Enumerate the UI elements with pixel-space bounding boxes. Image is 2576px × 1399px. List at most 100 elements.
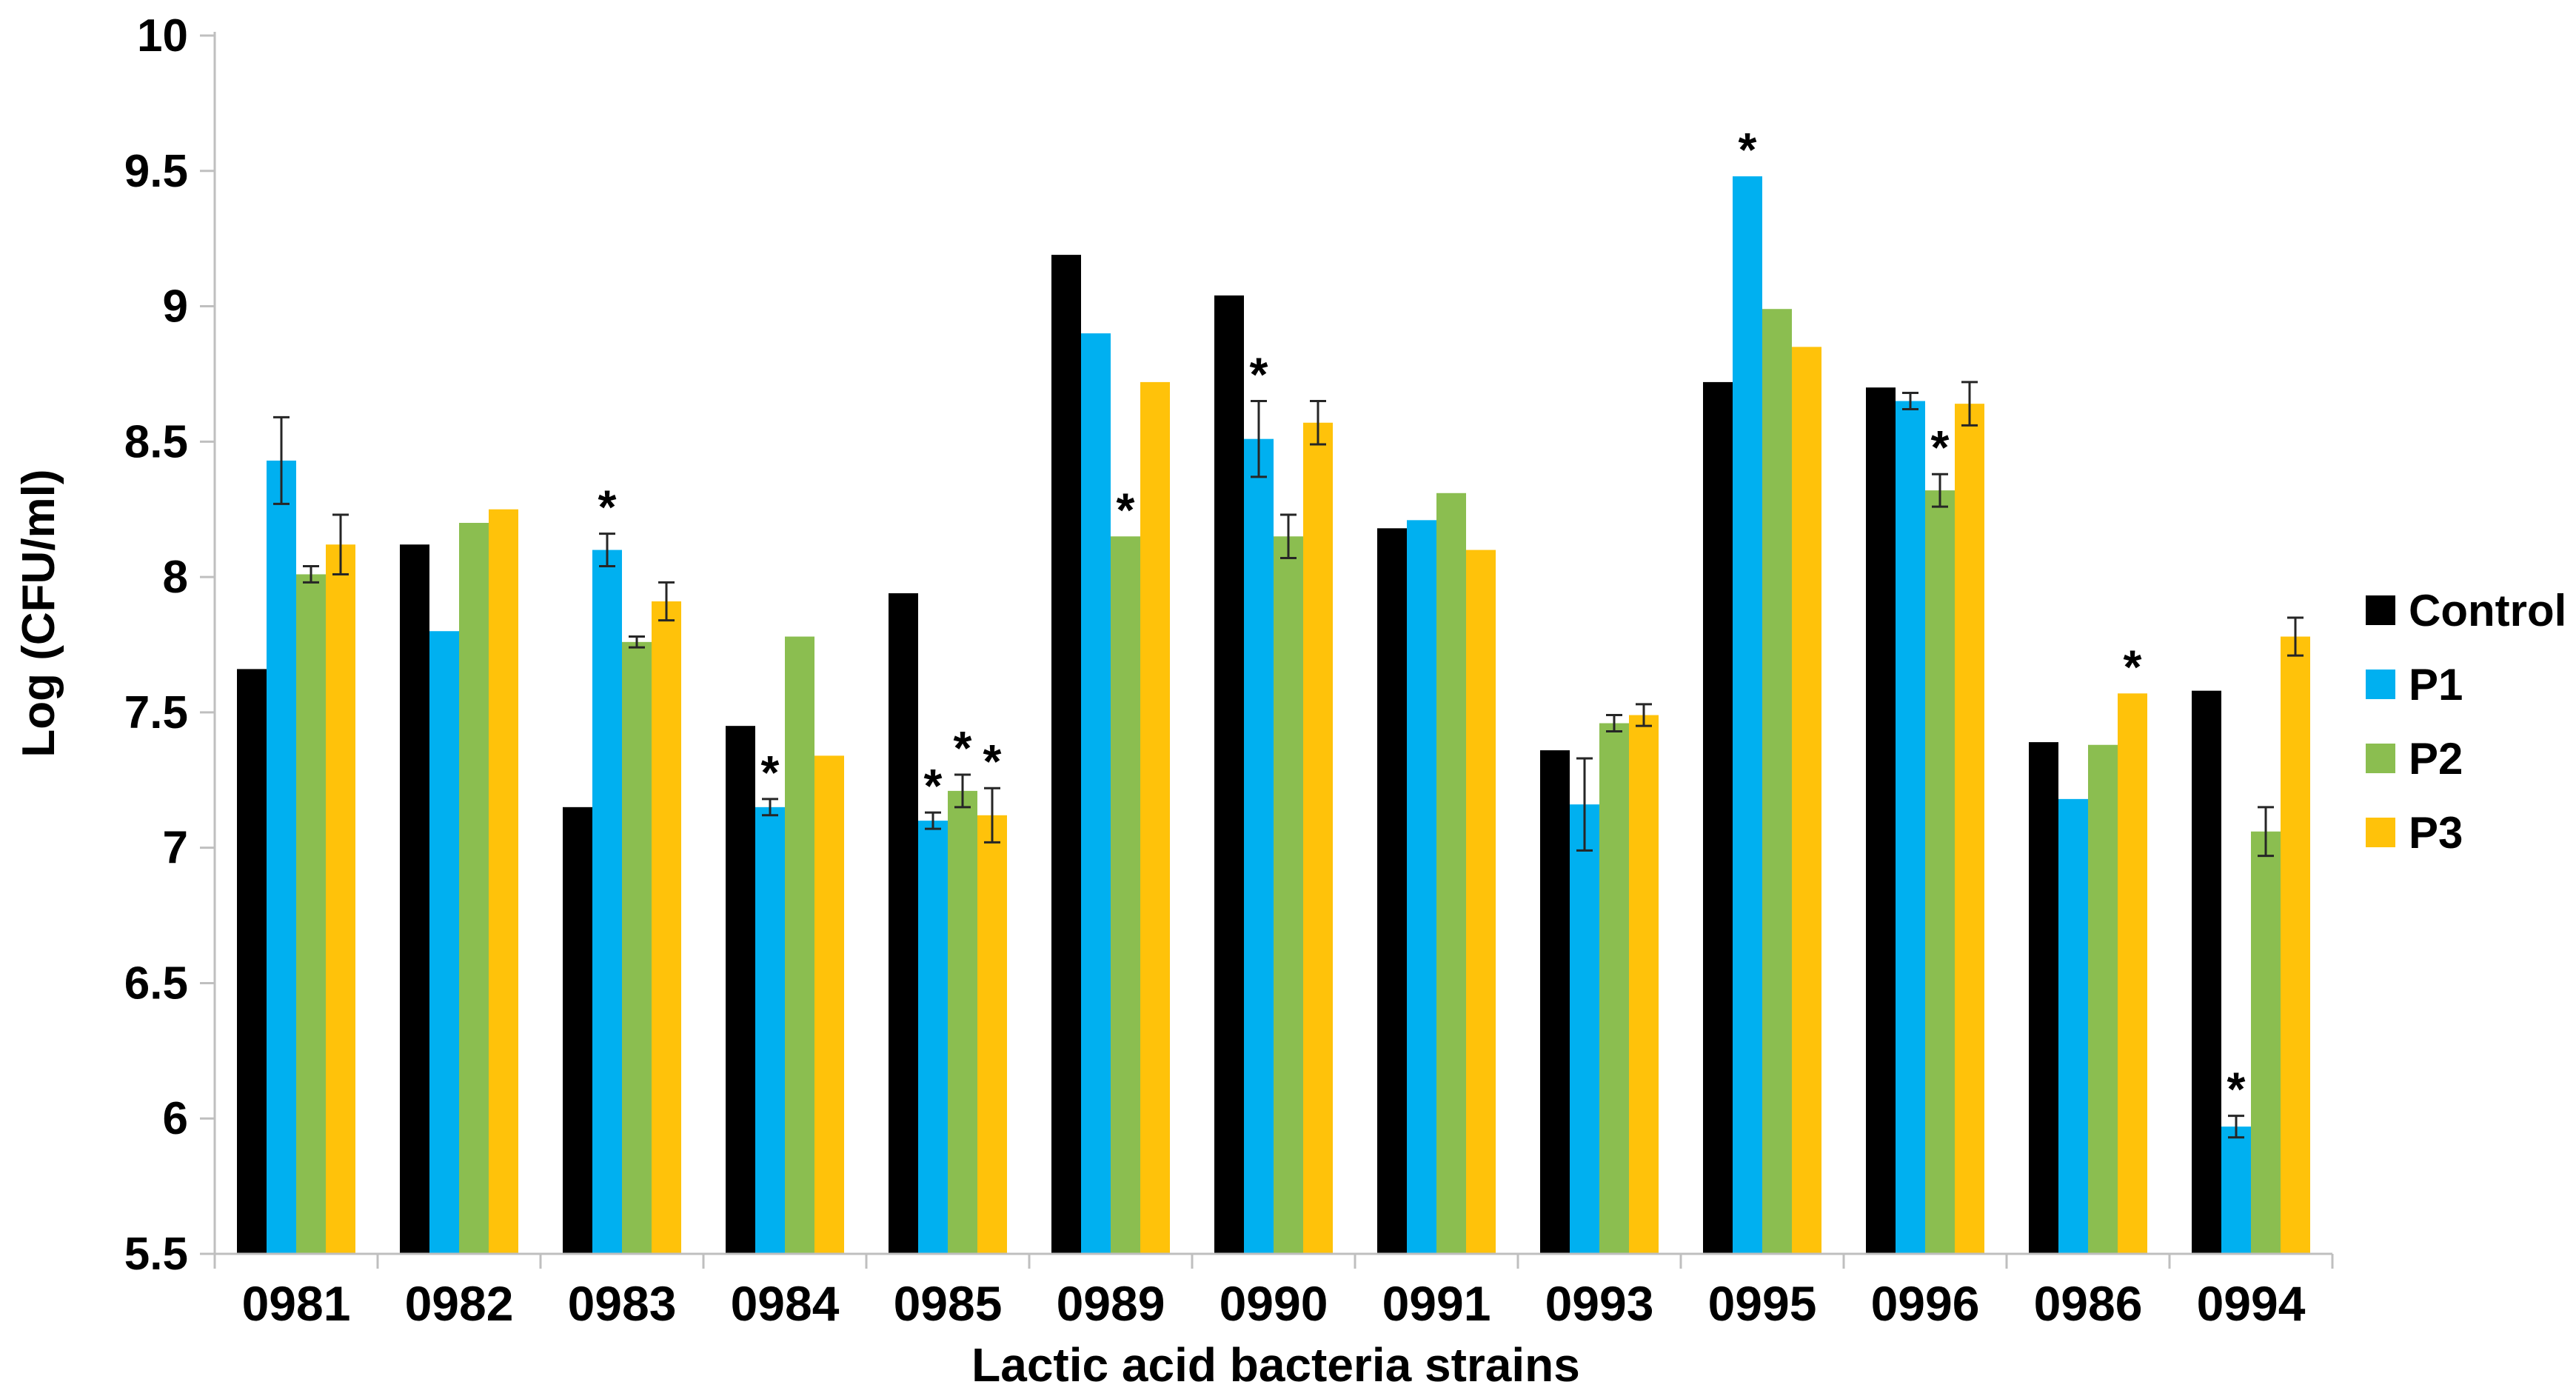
bar-0995-Control bbox=[1703, 381, 1733, 1254]
bar-0986-P3 bbox=[2118, 693, 2147, 1254]
y-tick-label-7.5: 7.5 bbox=[124, 687, 188, 738]
x-category-label-0984: 0984 bbox=[731, 1276, 840, 1331]
bar-0981-P3 bbox=[326, 544, 355, 1254]
x-category-label-0985: 0985 bbox=[894, 1276, 1003, 1331]
x-category-label-0991: 0991 bbox=[1382, 1276, 1491, 1331]
bar-0990-P3 bbox=[1303, 422, 1333, 1255]
significance-star-0984-P1: * bbox=[761, 746, 780, 799]
bar-0993-P1 bbox=[1570, 804, 1599, 1254]
legend-swatch-p2 bbox=[2366, 744, 2395, 773]
bar-0986-P1 bbox=[2058, 798, 2088, 1254]
legend: Control P1 P2 P3 bbox=[2366, 573, 2566, 869]
bar-0989-Control bbox=[1051, 255, 1081, 1255]
x-category-label-0993: 0993 bbox=[1545, 1276, 1654, 1331]
bar-0985-P3 bbox=[977, 815, 1007, 1254]
bar-0993-Control bbox=[1540, 750, 1570, 1254]
bar-0991-Control bbox=[1377, 528, 1407, 1254]
bar-0983-P2 bbox=[622, 641, 652, 1254]
bar-0983-P1 bbox=[592, 550, 622, 1254]
bar-0994-Control bbox=[2192, 690, 2221, 1254]
legend-swatch-control bbox=[2366, 595, 2395, 625]
x-category-label-0986: 0986 bbox=[2034, 1276, 2143, 1331]
x-category-label-0995: 0995 bbox=[1708, 1276, 1817, 1331]
bar-0994-P1 bbox=[2221, 1126, 2251, 1254]
bar-0993-P3 bbox=[1629, 715, 1659, 1254]
y-tick-label-9: 9 bbox=[163, 281, 188, 333]
y-tick-label-6.5: 6.5 bbox=[124, 958, 188, 1009]
bar-0994-P3 bbox=[2281, 636, 2310, 1254]
bar-0981-Control bbox=[237, 669, 267, 1254]
significance-star-0985-P1: * bbox=[924, 759, 943, 812]
y-tick-label-8.5: 8.5 bbox=[124, 416, 188, 467]
legend-label-control: Control bbox=[2409, 585, 2567, 635]
bar-0981-P2 bbox=[296, 574, 326, 1254]
bar-0991-P1 bbox=[1407, 520, 1436, 1254]
legend-swatch-p1 bbox=[2366, 670, 2395, 699]
bar-0982-P1 bbox=[429, 631, 459, 1254]
legend-item-p3: P3 bbox=[2366, 795, 2566, 869]
bar-0996-P3 bbox=[1955, 404, 1984, 1255]
significance-star-0983-P1: * bbox=[598, 481, 617, 534]
bar-0996-Control bbox=[1866, 387, 1896, 1255]
bar-0982-P2 bbox=[459, 523, 489, 1254]
significance-star-0995-P1: * bbox=[1739, 123, 1757, 176]
bar-0983-P3 bbox=[652, 601, 681, 1254]
significance-star-0990-P1: * bbox=[1250, 348, 1268, 401]
bar-0986-Control bbox=[2029, 742, 2058, 1254]
legend-label-p3: P3 bbox=[2409, 807, 2463, 858]
bar-0983-Control bbox=[563, 807, 592, 1254]
bar-0990-Control bbox=[1214, 295, 1244, 1254]
x-axis-title: Lactic acid bacteria strains bbox=[971, 1338, 1580, 1392]
significance-star-0996-P2: * bbox=[1931, 421, 1950, 474]
bar-0993-P2 bbox=[1599, 723, 1629, 1254]
bar-0989-P1 bbox=[1081, 333, 1111, 1255]
bar-0989-P3 bbox=[1140, 381, 1170, 1254]
bar-0982-P3 bbox=[489, 509, 518, 1254]
bar-0995-P2 bbox=[1762, 309, 1792, 1254]
y-tick-label-8: 8 bbox=[163, 552, 188, 603]
significance-star-0986-P3: * bbox=[2124, 640, 2142, 693]
x-category-label-0981: 0981 bbox=[242, 1276, 351, 1331]
y-tick-label-6: 6 bbox=[163, 1093, 188, 1144]
x-category-label-0996: 0996 bbox=[1871, 1276, 1980, 1331]
legend-swatch-p3 bbox=[2366, 818, 2395, 847]
legend-item-p2: P2 bbox=[2366, 721, 2566, 795]
x-category-label-0994: 0994 bbox=[2197, 1276, 2306, 1331]
x-category-label-0990: 0990 bbox=[1220, 1276, 1328, 1331]
bar-0990-P2 bbox=[1274, 536, 1303, 1254]
bar-0984-P1 bbox=[755, 807, 785, 1254]
bar-0982-Control bbox=[400, 544, 429, 1254]
bar-0984-P2 bbox=[785, 636, 814, 1254]
bar-0995-P3 bbox=[1792, 347, 1821, 1254]
y-tick-label-7: 7 bbox=[163, 823, 188, 874]
significance-star-0985-P3: * bbox=[983, 735, 1002, 788]
legend-label-p1: P1 bbox=[2409, 659, 2463, 709]
significance-star-0985-P2: * bbox=[954, 721, 972, 775]
bar-0995-P1 bbox=[1733, 176, 1762, 1255]
y-axis-title: Log (CFU/ml) bbox=[13, 469, 64, 758]
x-category-label-0982: 0982 bbox=[405, 1276, 514, 1331]
bar-0984-Control bbox=[726, 726, 755, 1254]
significance-star-0989-P2: * bbox=[1117, 483, 1135, 536]
bar-0984-P3 bbox=[814, 755, 844, 1254]
bar-0991-P3 bbox=[1466, 550, 1496, 1254]
y-tick-label-9.5: 9.5 bbox=[124, 146, 188, 197]
bar-0985-Control bbox=[889, 593, 918, 1254]
y-tick-label-5.5: 5.5 bbox=[124, 1229, 188, 1280]
bar-0996-P1 bbox=[1896, 401, 1925, 1254]
bar-0994-P2 bbox=[2251, 831, 2281, 1254]
bar-0990-P1 bbox=[1244, 438, 1274, 1255]
bar-0991-P2 bbox=[1436, 493, 1466, 1255]
legend-item-p1: P1 bbox=[2366, 647, 2566, 721]
bar-0985-P2 bbox=[948, 790, 977, 1254]
bar-0996-P2 bbox=[1925, 490, 1955, 1255]
x-category-label-0989: 0989 bbox=[1057, 1276, 1165, 1331]
bar-0989-P2 bbox=[1111, 536, 1140, 1254]
x-category-label-0983: 0983 bbox=[568, 1276, 677, 1331]
legend-item-control: Control bbox=[2366, 573, 2566, 647]
significance-star-0994-P1: * bbox=[2227, 1063, 2246, 1116]
legend-label-p2: P2 bbox=[2409, 733, 2463, 784]
bar-0986-P2 bbox=[2088, 744, 2118, 1254]
